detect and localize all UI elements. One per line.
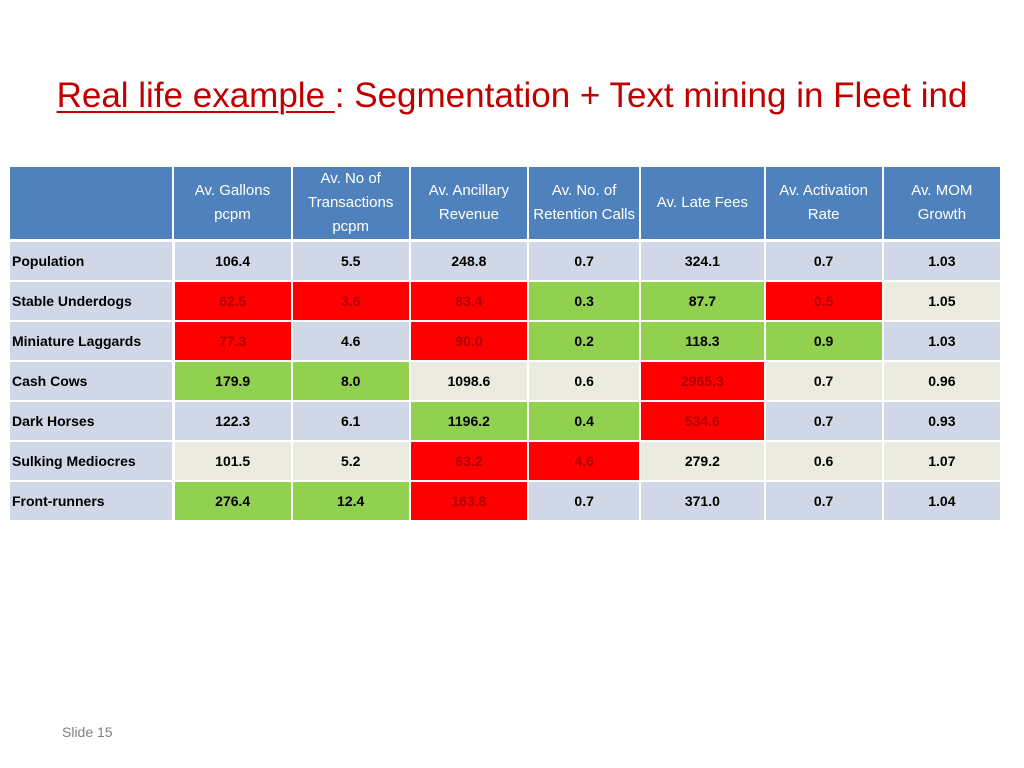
- table-cell: 248.8: [408, 239, 530, 282]
- column-header: Av. No. of Retention Calls: [527, 165, 642, 242]
- row-label: Dark Horses: [7, 400, 175, 442]
- slide-title: Real life example : Segmentation + Text …: [0, 72, 1024, 120]
- table-cell: 324.1: [639, 239, 766, 282]
- table-row: Cash Cows 179.9 8.0 1098.6 0.6 2965.3 0.7 0.96: [7, 360, 1003, 402]
- table-cell: 0.7: [527, 480, 642, 522]
- table-cell: 62.5: [172, 280, 293, 322]
- table-cell: 87.7: [639, 280, 766, 322]
- column-header: Av. Gallons pcpm: [172, 165, 293, 242]
- table-cell: 4.6: [290, 320, 411, 362]
- table-cell: 534.6: [639, 400, 766, 442]
- table-cell: 1196.2: [408, 400, 530, 442]
- table-cell: 0.7: [763, 239, 884, 282]
- slide-number: Slide 15: [62, 724, 113, 740]
- table-row: Stable Underdogs 62.5 3.6 83.4 0.3 87.7 0.5 1.0…: [7, 280, 1003, 322]
- table-cell: 63.2: [408, 440, 530, 482]
- table-cell: 1.03: [881, 239, 1003, 282]
- row-label: Cash Cows: [7, 360, 175, 402]
- table-body: Population 106.4 5.5 248.8 0.7 324.1 0.7 1.03 St…: [7, 239, 1003, 522]
- table-row: Miniature Laggards 77.3 4.6 90.0 0.2 118.3 0.9…: [7, 320, 1003, 362]
- table-cell: 0.7: [763, 480, 884, 522]
- row-label: Stable Underdogs: [7, 280, 175, 322]
- table-cell: 1.03: [881, 320, 1003, 362]
- table-cell: 8.0: [290, 360, 411, 402]
- table-cell: 0.93: [881, 400, 1003, 442]
- table-cell: 371.0: [639, 480, 766, 522]
- table-cell: 276.4: [172, 480, 293, 522]
- table-cell: 0.2: [527, 320, 642, 362]
- table-row: Front-runners 276.4 12.4 163.8 0.7 371.0 0.7 1.…: [7, 480, 1003, 522]
- table-cell: 1098.6: [408, 360, 530, 402]
- table-cell: 1.05: [881, 280, 1003, 322]
- table-cell: 5.2: [290, 440, 411, 482]
- table-row: Dark Horses 122.3 6.1 1196.2 0.4 534.6 0.7 0.93: [7, 400, 1003, 442]
- column-header: Av. Activation Rate: [763, 165, 884, 242]
- table-row: Population 106.4 5.5 248.8 0.7 324.1 0.7 1.03: [7, 239, 1003, 282]
- column-header: Av. Late Fees: [639, 165, 766, 242]
- table-cell: 90.0: [408, 320, 530, 362]
- table-cell: 163.8: [408, 480, 530, 522]
- slide-title-rest: : Segmentation + Text mining in Fleet in…: [334, 76, 968, 115]
- table-cell: 5.5: [290, 239, 411, 282]
- row-label: Sulking Mediocres: [7, 440, 175, 482]
- table-cell: 3.6: [290, 280, 411, 322]
- column-header: Av. No of Transactions pcpm: [290, 165, 411, 242]
- table-row: Sulking Mediocres 101.5 5.2 63.2 4.6 279.2 0.6…: [7, 440, 1003, 482]
- column-header: Av. MOM Growth: [881, 165, 1003, 242]
- table-cell: 122.3: [172, 400, 293, 442]
- slide-title-underlined: Real life example: [56, 76, 335, 115]
- table-cell: 12.4: [290, 480, 411, 522]
- table-cell: 0.9: [763, 320, 884, 362]
- table-cell: 279.2: [639, 440, 766, 482]
- table-cell: 0.6: [763, 440, 884, 482]
- table-cell: 101.5: [172, 440, 293, 482]
- table-cell: 1.04: [881, 480, 1003, 522]
- table-cell: 118.3: [639, 320, 766, 362]
- table-cell: 1.07: [881, 440, 1003, 482]
- table-cell: 2965.3: [639, 360, 766, 402]
- table-cell: 77.3: [172, 320, 293, 362]
- table-cell: 4.6: [527, 440, 642, 482]
- table-cell: 0.6: [527, 360, 642, 402]
- table-cell: 83.4: [408, 280, 530, 322]
- row-label: Front-runners: [7, 480, 175, 522]
- table-corner-cell: [7, 165, 175, 242]
- table-cell: 0.4: [527, 400, 642, 442]
- table-cell: 0.96: [881, 360, 1003, 402]
- table-cell: 0.7: [763, 400, 884, 442]
- table-cell: 0.3: [527, 280, 642, 322]
- table-cell: 6.1: [290, 400, 411, 442]
- row-label: Population: [7, 239, 175, 282]
- table-header-row: Av. Gallons pcpm Av. No of Transactions …: [7, 165, 1003, 242]
- table-cell: 0.7: [527, 239, 642, 282]
- segment-metrics-table: Av. Gallons pcpm Av. No of Transactions …: [7, 165, 1003, 522]
- row-label: Miniature Laggards: [7, 320, 175, 362]
- table-cell: 179.9: [172, 360, 293, 402]
- table-cell: 106.4: [172, 239, 293, 282]
- column-header: Av. Ancillary Revenue: [408, 165, 530, 242]
- table-cell: 0.5: [763, 280, 884, 322]
- table-cell: 0.7: [763, 360, 884, 402]
